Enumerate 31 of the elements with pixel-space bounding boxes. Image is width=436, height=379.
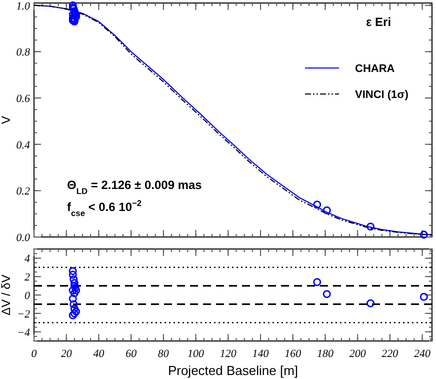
- y-tick-label: −2: [17, 308, 30, 320]
- y-tick-label: 2: [24, 272, 30, 284]
- x-tick-label: 40: [93, 348, 105, 360]
- x-tick-label: 60: [126, 348, 138, 360]
- x-tick-label: 200: [349, 348, 366, 360]
- annotation: ε Eri: [366, 15, 392, 29]
- legend-label: VINCI (1σ): [355, 89, 409, 101]
- x-tick-label: 180: [316, 348, 334, 360]
- annotation: Θ$_{LD}$ = 2.126 ± 0.009 mas: [67, 178, 202, 196]
- y-tick-label: 4: [24, 253, 30, 266]
- y-tick-label: −4: [17, 326, 30, 339]
- x-tick-label: 140: [252, 348, 270, 360]
- y-tick-label: 0.2: [16, 186, 30, 198]
- x-tick-label: 240: [414, 348, 432, 360]
- y-tick-label: 0.6: [16, 92, 30, 105]
- x-tick-label: 20: [60, 348, 72, 360]
- x-tick-label: 100: [188, 348, 205, 360]
- x-tick-label: 80: [158, 348, 170, 360]
- legend-label: CHARA: [355, 63, 395, 75]
- y-tick-label: 0.0: [16, 232, 30, 244]
- x-axis-title: Projected Baseline [m]: [168, 363, 298, 378]
- x-tick-label: 160: [284, 348, 302, 360]
- y-tick-label: 0.4: [16, 139, 30, 152]
- x-tick-label: 220: [382, 348, 399, 360]
- annotation: f$_{cse}$ < 0.6 10$^{−2}$: [67, 198, 142, 218]
- y-tick-label: 0.8: [16, 46, 30, 59]
- x-tick-label: 120: [220, 348, 237, 360]
- y-axis-title: ΔV / δV: [0, 274, 13, 316]
- y-axis-title: V: [0, 116, 13, 124]
- y-tick-label: 0: [24, 290, 30, 302]
- y-tick-label: 1.0: [16, 0, 30, 12]
